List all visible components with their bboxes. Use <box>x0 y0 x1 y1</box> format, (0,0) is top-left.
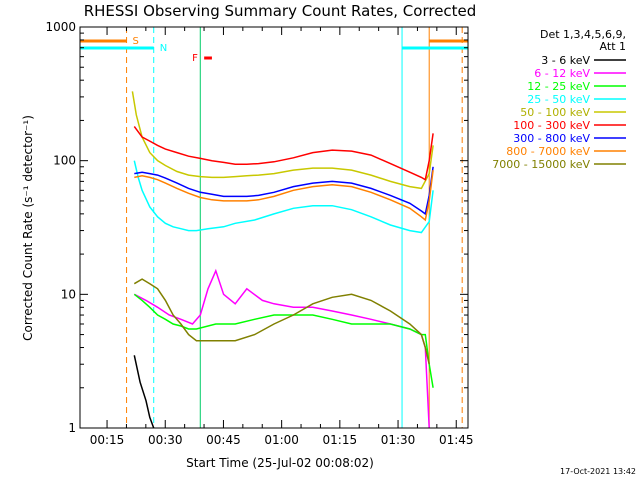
legend-label-0: 3 - 6 keV <box>541 54 590 67</box>
x-axis: 00:15 00:30 00:45 01:00 01:15 01:30 01:45 <box>90 27 474 447</box>
y-tick-label-2: 100 <box>53 154 76 168</box>
plot-frame <box>79 26 469 429</box>
legend-header-line-1: Det 1,3,4,5,6,9, <box>540 28 626 41</box>
series-line-6 <box>134 166 434 216</box>
series-line-0 <box>133 355 155 429</box>
x-tick-label-5: 01:30 <box>381 433 416 447</box>
legend-label-7: 800 - 7000 keV <box>506 145 590 158</box>
interval-label-N: N <box>160 43 167 54</box>
x-tick-label-6: 01:45 <box>439 433 474 447</box>
plot-area: S N F <box>80 27 468 429</box>
legend-label-5: 100 - 300 keV <box>513 119 590 132</box>
legend-label-8: 7000 - 15000 keV <box>492 158 590 171</box>
x-tick-label-4: 01:15 <box>323 433 358 447</box>
y-tick-label-0: 1 <box>68 421 76 435</box>
series-line-2 <box>133 293 434 388</box>
legend-label-4: 50 - 100 keV <box>520 106 590 119</box>
y-axis-label: Corrected Count Rate (s⁻¹ detector⁻¹) <box>21 115 35 341</box>
x-tick-label-1: 00:30 <box>148 433 183 447</box>
legend-label-1: 6 - 12 keV <box>534 67 590 80</box>
x-axis-label: Start Time (25-Jul-02 00:08:02) <box>186 456 374 470</box>
y-axis: 1 10 100 1000 <box>45 20 468 435</box>
x-tick-label-3: 01:00 <box>264 433 299 447</box>
generation-timestamp: 17-Oct-2021 13:42 <box>560 467 636 476</box>
legend-header-line-2: Att 1 <box>600 40 626 53</box>
series-line-5 <box>133 126 434 181</box>
legend-label-2: 12 - 25 keV <box>527 80 590 93</box>
interval-label-S: S <box>133 36 139 47</box>
series-line-3 <box>133 160 434 234</box>
chart-title: RHESSI Observing Summary Count Rates, Co… <box>84 2 477 20</box>
x-tick-label-0: 00:15 <box>90 433 125 447</box>
y-tick-label-3: 1000 <box>45 20 76 34</box>
interval-label-F: F <box>192 53 198 64</box>
series-line-7 <box>134 170 434 222</box>
y-tick-label-1: 10 <box>61 287 76 301</box>
x-tick-label-2: 00:45 <box>206 433 241 447</box>
legend-label-6: 300 - 800 keV <box>513 132 590 145</box>
legend-label-3: 25 - 50 keV <box>527 93 590 106</box>
series-line-4 <box>131 91 434 190</box>
series-line-8 <box>133 278 430 365</box>
